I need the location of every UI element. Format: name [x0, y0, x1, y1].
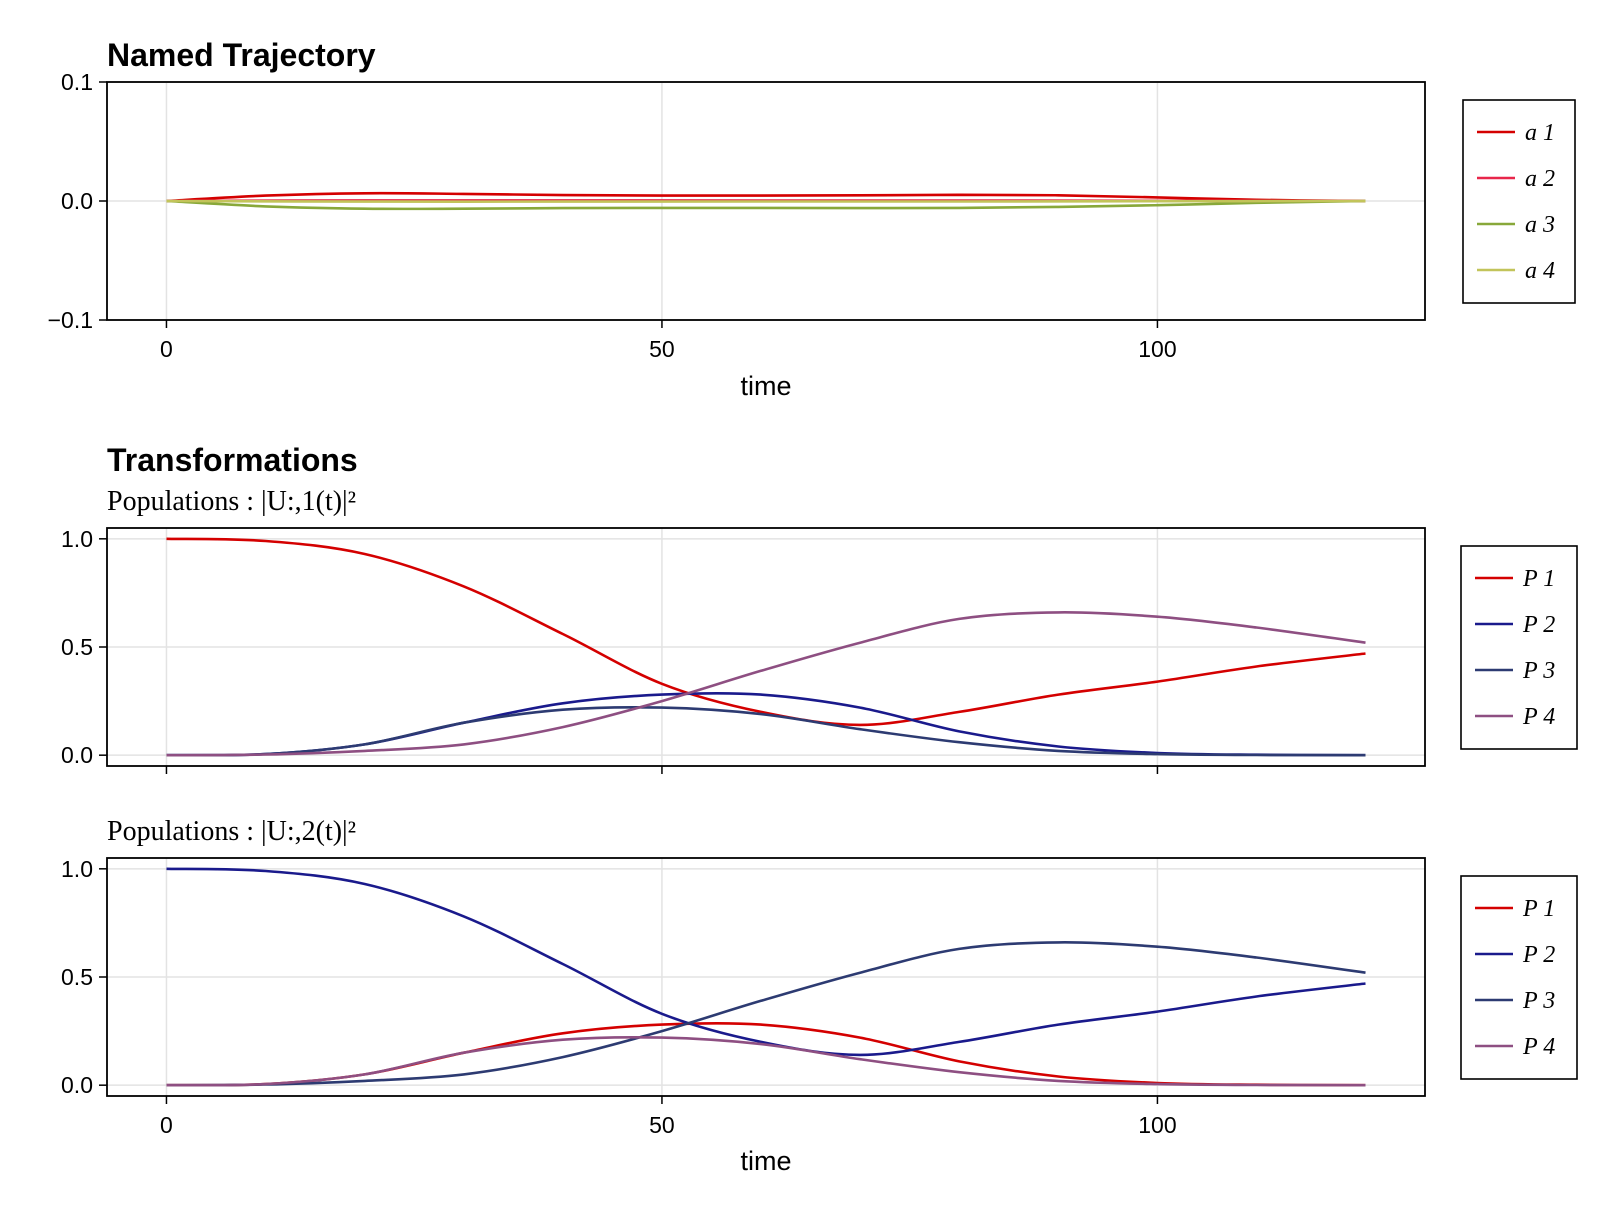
legend-entry: P 2: [1522, 942, 1555, 968]
legend-entry: P 3: [1522, 988, 1555, 1014]
legend-entry: a 3: [1525, 212, 1555, 238]
chart-subtitle: Populations : |U:,2(t)|²: [107, 816, 356, 847]
y-tick-label: 1.0: [61, 856, 93, 882]
legend-entry: P 2: [1522, 612, 1555, 638]
legend-entry: a 2: [1525, 166, 1555, 192]
x-tick-label: 0: [160, 336, 173, 362]
legend-box: [1460, 875, 1578, 1080]
chart-panel-3: Populations : |U:,2(t)|² 0.0 0.5 1.0 0 50 100 t…: [61, 816, 1578, 1176]
legend-entry: P 4: [1522, 1034, 1555, 1060]
y-tick-label: −0.1: [48, 307, 93, 333]
legend-entry: P 4: [1522, 704, 1555, 730]
series-line-4: [166, 1035, 1366, 1087]
chart-title: Named Trajectory: [107, 37, 376, 73]
x-axis-label: time: [740, 371, 791, 401]
chart-title: Transformations: [107, 442, 358, 478]
series-line-1: [166, 537, 1366, 727]
series-line-1: [166, 191, 1366, 203]
series-line-2: [166, 867, 1366, 1057]
legend-entry: P 1: [1522, 896, 1555, 922]
legend: P 1 P 2 P 3 P 4: [1460, 545, 1578, 750]
series-line-3: [166, 705, 1366, 757]
legend-entry: a 1: [1525, 120, 1555, 146]
x-tick-label: 50: [649, 1112, 675, 1138]
x-tick-label: 100: [1138, 1112, 1176, 1138]
x-tick-label: 0: [160, 1112, 173, 1138]
legend: P 1 P 2 P 3 P 4: [1460, 875, 1578, 1080]
legend-box: [1460, 545, 1578, 750]
chart-subtitle: Populations : |U:,1(t)|²: [107, 486, 356, 517]
y-tick-label: 0.0: [61, 742, 93, 768]
series-line-4: [166, 611, 1366, 757]
chart-panel-2: Transformations Populations : |U:,1(t)|² 0…: [61, 442, 1578, 774]
series-line-4: [166, 199, 1366, 203]
y-tick-label: 1.0: [61, 526, 93, 552]
legend: a 1 a 2 a 3 a 4: [1462, 99, 1576, 304]
x-axis-label: time: [740, 1146, 791, 1176]
legend-box: [1462, 99, 1576, 304]
y-tick-label: 0.0: [61, 1072, 93, 1098]
y-tick-label: 0.0: [61, 188, 93, 214]
x-tick-label: 50: [649, 336, 675, 362]
series-line-3: [166, 199, 1366, 211]
y-tick-label: 0.5: [61, 964, 93, 990]
y-tick-label: 0.1: [61, 69, 93, 95]
legend-entry: P 3: [1522, 658, 1555, 684]
legend-entry: P 1: [1522, 566, 1555, 592]
y-tick-label: 0.5: [61, 634, 93, 660]
legend-entry: a 4: [1525, 258, 1555, 284]
series-line-3: [166, 941, 1366, 1087]
x-tick-label: 100: [1138, 336, 1176, 362]
